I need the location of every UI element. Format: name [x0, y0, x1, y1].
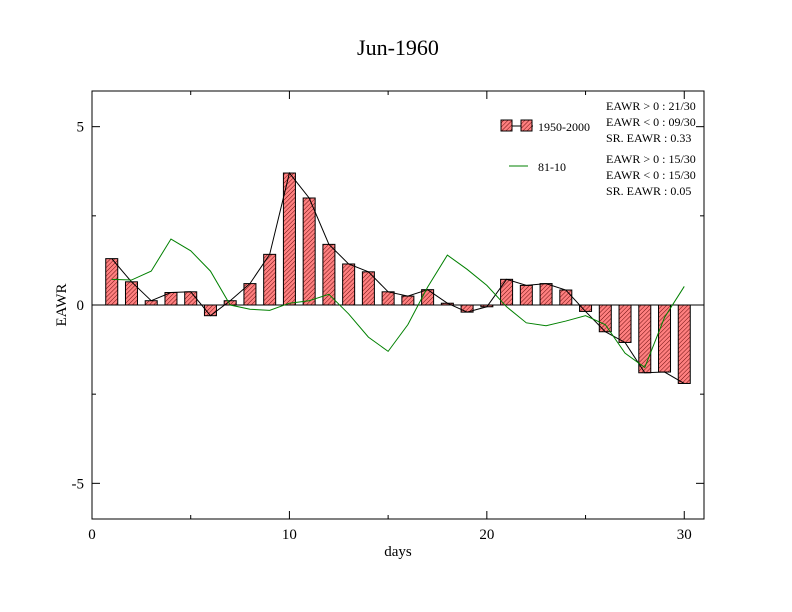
bar-day-23	[539, 283, 553, 306]
legend-label-81-10: 81-10	[538, 160, 566, 174]
y-tick-label: 0	[77, 298, 85, 314]
x-tick-label: 30	[677, 527, 692, 543]
stat-set2-line1: EAWR > 0 : 15/30	[606, 152, 696, 166]
axis-ticks: 0 10 20 30 -5 0 5	[72, 91, 704, 543]
bar-day-25	[579, 304, 593, 312]
bar-day-27	[618, 304, 632, 343]
stats-annotations: EAWR > 0 : 21/30 EAWR < 0 : 09/30 SR. EA…	[606, 99, 696, 198]
legend: 1950-2000 81-10	[500, 119, 590, 174]
bar-day-30	[677, 304, 691, 384]
bar-series	[105, 172, 691, 384]
bar-day-15	[381, 291, 395, 306]
bar-day-3	[144, 300, 158, 306]
y-axis-label: EAWR	[54, 284, 70, 327]
legend-swatch-right-1950-2000	[520, 119, 533, 132]
stat-set2-line3: SR. EAWR : 0.05	[606, 184, 691, 198]
legend-swatch-left-1950-2000	[500, 119, 513, 132]
bar-day-24	[559, 289, 573, 306]
bar-day-29	[658, 304, 672, 373]
x-axis-label: days	[384, 544, 412, 560]
x-tick-label: 0	[88, 527, 96, 543]
bar-day-9	[263, 253, 277, 306]
bar-day-16	[401, 295, 415, 306]
stat-set2-line2: EAWR < 0 : 15/30	[606, 168, 696, 182]
bar-day-10	[282, 172, 296, 306]
line-1950-2000	[111, 171, 685, 384]
line-81-10	[111, 238, 685, 369]
bar-day-13	[342, 263, 356, 306]
y-tick-label: 5	[77, 120, 85, 136]
legend-label-1950-2000: 1950-2000	[538, 120, 590, 134]
x-tick-label: 20	[479, 527, 494, 543]
stat-set1-line1: EAWR > 0 : 21/30	[606, 99, 696, 113]
bar-day-5	[184, 291, 198, 306]
bar-day-21	[500, 278, 514, 306]
bar-day-11	[302, 197, 316, 306]
stat-set1-line2: EAWR < 0 : 09/30	[606, 115, 696, 129]
y-tick-label: -5	[72, 476, 85, 492]
stat-set1-line3: SR. EAWR : 0.33	[606, 131, 691, 145]
bar-day-22	[519, 284, 533, 306]
bar-day-14	[361, 271, 375, 306]
bar-day-28	[638, 304, 652, 374]
bar-day-1	[105, 258, 119, 306]
x-tick-label: 10	[282, 527, 297, 543]
chart-title: Jun-1960	[357, 35, 439, 60]
